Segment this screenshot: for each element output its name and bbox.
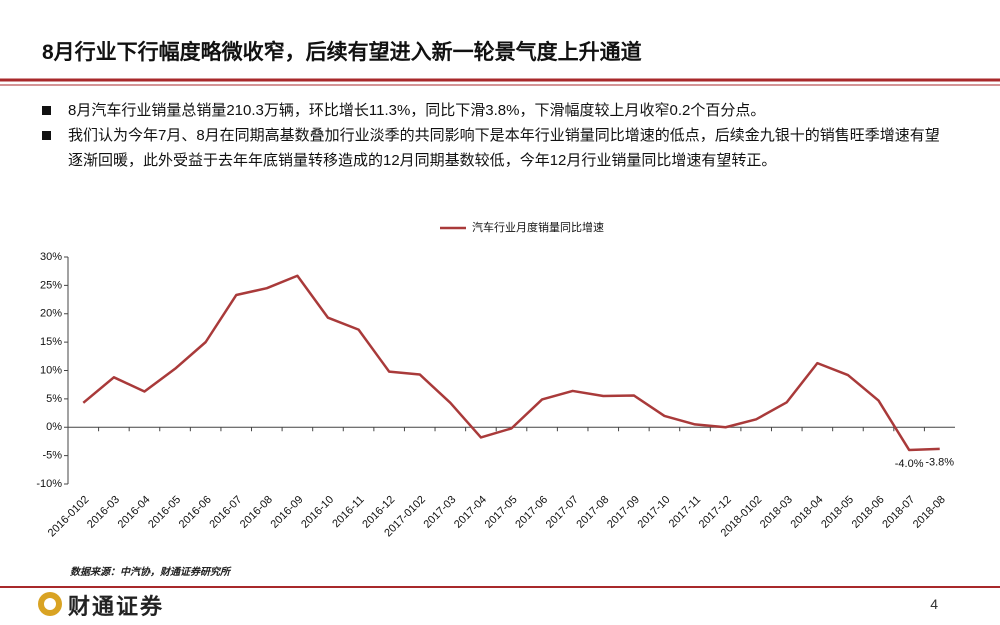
x-tick-label: 2016-10	[299, 494, 336, 531]
logo-text: 财通证券	[68, 594, 165, 619]
x-tick-label: 2018-07	[880, 494, 917, 531]
page-number: 4	[930, 596, 938, 612]
x-tick-label: 2018-04	[789, 494, 826, 531]
legend-label: 汽车行业月度销量同比增速	[472, 220, 604, 234]
bullet: 8月汽车行业销量总销量210.3万辆，环比增长11.3%，同比下滑3.8%，下滑…	[40, 98, 940, 123]
x-tick-label: 2016-0102	[46, 494, 92, 540]
x-tick-label: 2017-11	[667, 494, 703, 530]
y-tick-label: 20%	[40, 308, 62, 320]
x-tick-label: 2016-09	[269, 494, 306, 531]
x-tick-label: 2017-07	[544, 494, 581, 531]
x-tick-label: 2017-06	[513, 494, 550, 531]
x-tick-label: 2017-10	[636, 494, 673, 531]
x-tick-label: 2017-04	[452, 494, 489, 531]
y-tick-label: 30%	[40, 251, 62, 263]
x-tick-label: 2018-03	[758, 494, 795, 531]
x-tick-label: 2016-05	[146, 494, 183, 531]
x-tick-label: 2018-08	[911, 494, 948, 531]
y-tick-label: 10%	[40, 364, 62, 376]
y-tick-label: 15%	[40, 336, 62, 348]
x-tick-label: 2016-03	[85, 494, 122, 531]
series-line	[82, 274, 940, 452]
x-tick-label: 2016-08	[238, 494, 275, 531]
bullet: 我们认为今年7月、8月在同期高基数叠加行业淡季的共同影响下是本年行业销量同比增速…	[40, 123, 940, 173]
data-label: -3.8%	[925, 457, 954, 469]
x-tick-label: 2017-03	[421, 494, 458, 531]
y-tick-label: 0%	[46, 421, 62, 433]
x-tick-label: 2017-08	[574, 494, 611, 531]
x-tick-label: 2016-11	[330, 494, 366, 530]
logo-icon-inner	[44, 598, 56, 610]
x-tick-label: 2018-06	[850, 494, 887, 531]
x-tick-label: 2016-04	[116, 494, 153, 531]
slide-title: 8月行业下行幅度略微收窄，后续有望进入新一轮景气度上升通道	[42, 41, 642, 64]
x-tick-label: 2017-09	[605, 494, 642, 531]
y-tick-label: -10%	[36, 478, 62, 490]
x-tick-label: 2016-06	[177, 494, 214, 531]
x-tick-label: 2017-05	[483, 494, 520, 531]
x-tick-label: 2016-07	[207, 494, 244, 531]
data-label: -4.0%	[895, 458, 924, 470]
bullet-list: 8月汽车行业销量总销量210.3万辆，环比增长11.3%，同比下滑3.8%，下滑…	[40, 98, 940, 173]
source-note: 数据来源：中汽协，财通证券研究所	[70, 567, 230, 578]
y-tick-label: 5%	[46, 393, 62, 405]
x-tick-label: 2018-05	[819, 494, 856, 531]
y-tick-label: 25%	[40, 279, 62, 291]
y-tick-label: -5%	[42, 450, 62, 462]
